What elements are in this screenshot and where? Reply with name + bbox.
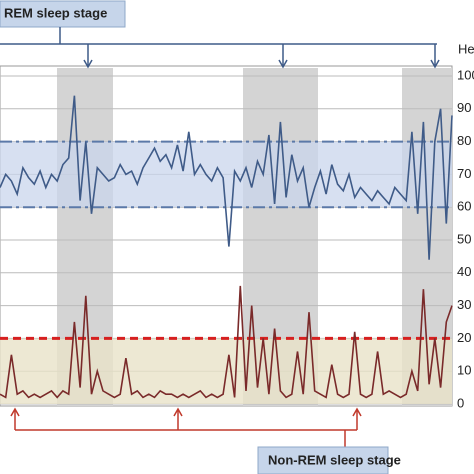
annotation-box [0, 0, 126, 28]
annotation: Non-REM sleep stage [268, 452, 401, 467]
y-tick-label: 70 [457, 166, 471, 181]
arrows [10, 407, 362, 417]
y-tick-label: 20 [457, 330, 471, 345]
y-tick-label: 80 [457, 133, 471, 148]
bracket [0, 27, 437, 66]
y-tick-label: 10 [457, 363, 471, 378]
series-line [0, 285, 453, 399]
y-tick-label: 100 [457, 67, 474, 82]
y-axis-label: Heart rate [458, 41, 474, 56]
bracket [14, 410, 358, 447]
y-tick-label: 30 [457, 297, 471, 312]
y-tick-label: 90 [457, 100, 471, 115]
annotation: REM sleep stage [4, 5, 107, 20]
y-tick-label: 40 [457, 264, 471, 279]
rem-bracket [0, 27, 440, 69]
y-tick-label: 0 [457, 395, 464, 410]
y-tick-label: 50 [457, 231, 471, 246]
arrows [83, 59, 440, 69]
nrem-bracket [10, 407, 362, 447]
normal-band [0, 141, 452, 208]
series-line [0, 95, 453, 260]
annotation-box [257, 446, 389, 474]
y-tick-label: 60 [457, 199, 471, 214]
